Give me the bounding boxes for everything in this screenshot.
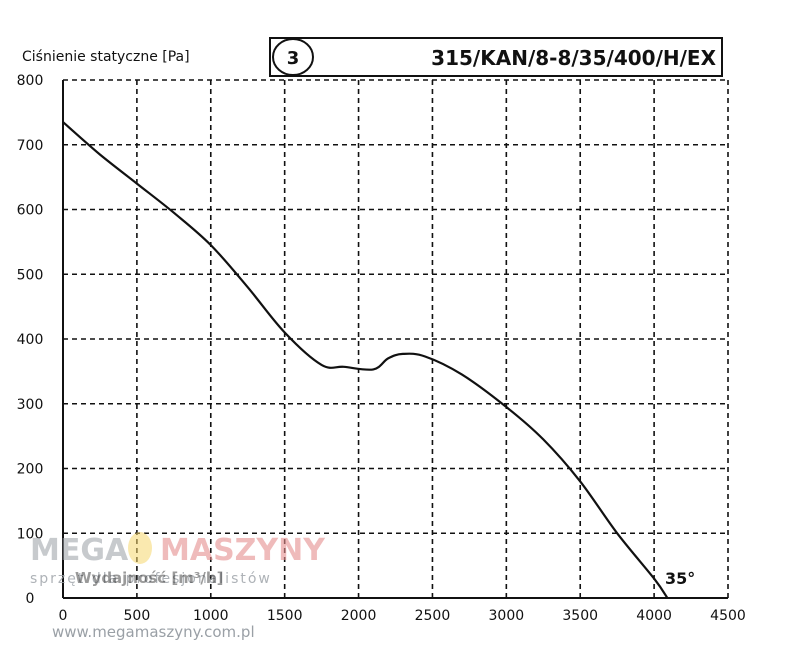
y-axis-label: Ciśnienie statyczne [Pa] [22,49,190,65]
x-tick-label: 500 [124,608,151,624]
x-tick-label: 2500 [415,608,451,624]
watermark-brand-maszyny: MASZYNY [160,533,326,568]
y-tick-label: 600 [17,203,44,219]
y-tick-label: 700 [17,138,44,154]
x-tick-label: 1500 [267,608,303,624]
x-tick-label: 3000 [489,608,525,624]
y-tick-label: 300 [17,397,44,413]
y-tick-label: 0 [26,591,35,607]
x-tick-label: 4000 [636,608,672,624]
x-tick-label: 3500 [562,608,598,624]
x-tick-label: 2000 [341,608,377,624]
series-label-35: 35° [665,569,695,588]
tick-labels: 0 500 1000 1500 2000 2500 3000 3500 4000 4500 0 100… [17,73,746,624]
chart-badge: 3 [287,48,300,69]
watermark-brand-mega: MEGA [30,533,129,568]
x-tick-label: 4500 [710,608,746,624]
x-axis-label: Wydajność [m³/h] [75,569,223,587]
title-box [269,37,723,77]
watermark-logo-icon [128,532,152,564]
x-tick-label: 1000 [193,608,229,624]
x-tick-label: 0 [59,608,68,624]
badge-circle [272,38,314,76]
series [62,121,669,599]
watermark: MEGA MASZYNY sprzęt dla profesjonalistów… [30,532,326,641]
y-tick-label: 800 [17,73,44,89]
watermark-tagline: sprzęt dla profesjonalistów [30,571,272,587]
y-tick-label: 200 [17,462,44,478]
watermark-url: www.megamaszyny.com.pl [52,623,255,641]
y-tick-label: 500 [17,267,44,283]
series-line-0 [62,121,669,599]
chart-title: 315/KAN/8-8/35/400/H/EX [431,46,716,70]
y-tick-label: 100 [17,526,44,542]
y-tick-label: 400 [17,332,44,348]
grid [62,79,729,599]
